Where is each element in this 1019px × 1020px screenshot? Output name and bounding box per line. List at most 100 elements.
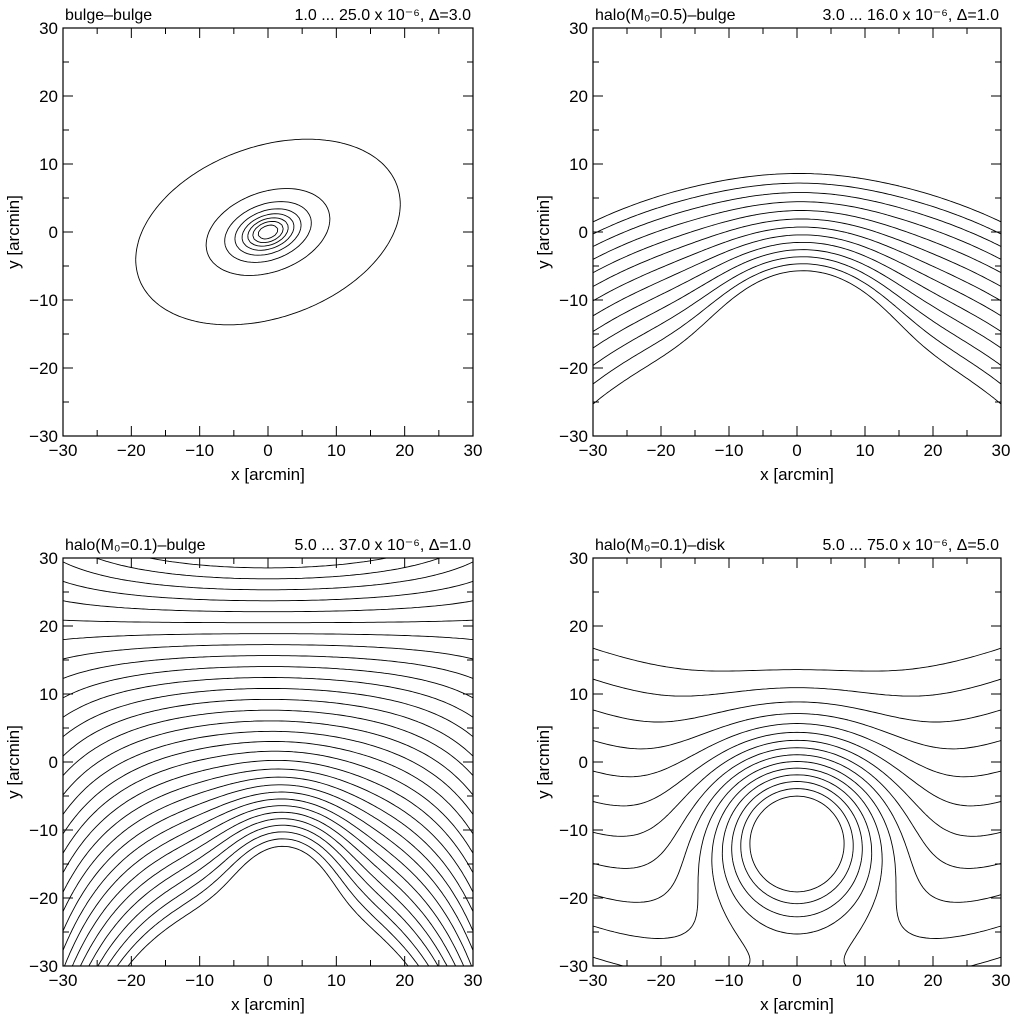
y-tick-label: −20 bbox=[559, 889, 588, 908]
x-tick-label: −20 bbox=[117, 971, 146, 990]
contour-level bbox=[63, 720, 473, 796]
x-tick-label: −30 bbox=[579, 971, 608, 990]
panel-title: halo(M₀=0.1)–disk bbox=[595, 537, 726, 554]
y-tick-label: 10 bbox=[39, 685, 58, 704]
contour-level bbox=[593, 767, 1001, 966]
contour-level bbox=[63, 600, 473, 613]
contour-level bbox=[721, 774, 873, 935]
y-tick-label: 20 bbox=[569, 617, 588, 636]
contour-level bbox=[63, 709, 473, 776]
contour-level bbox=[593, 182, 1001, 235]
contour-level bbox=[593, 241, 1001, 332]
x-tick-label: −20 bbox=[117, 441, 146, 460]
contour-level bbox=[88, 818, 448, 966]
contour-level bbox=[593, 754, 1001, 903]
y-tick-label: 20 bbox=[39, 87, 58, 106]
contour-lines bbox=[63, 558, 473, 966]
x-tick-label: −30 bbox=[49, 971, 78, 990]
panel-contour-range: 3.0 ... 16.0 x 10⁻⁶, Δ=1.0 bbox=[823, 7, 1000, 24]
panel-4: −30 −20 −10 0 10 20 30 −30 −20 −10 0 10 20 30 x [arcmi… bbox=[534, 537, 1010, 1014]
x-axis-label: x [arcmin] bbox=[760, 995, 834, 1014]
contour-level bbox=[731, 781, 863, 918]
contour-level bbox=[106, 831, 430, 966]
x-tick-label: 30 bbox=[464, 971, 483, 990]
contour-level bbox=[593, 249, 1001, 349]
y-tick-label: −30 bbox=[559, 427, 588, 446]
panel-contour-range: 5.0 ... 37.0 x 10⁻⁶, Δ=1.0 bbox=[295, 537, 472, 554]
x-tick-label: 30 bbox=[464, 441, 483, 460]
plot-frame bbox=[592, 557, 1002, 967]
contour-level bbox=[593, 723, 1001, 778]
x-tick-label: 20 bbox=[924, 971, 943, 990]
panel-title: bulge–bulge bbox=[65, 7, 152, 24]
contour-level bbox=[593, 678, 1001, 697]
x-tick-label: 20 bbox=[395, 971, 414, 990]
x-tick-label: 10 bbox=[856, 441, 875, 460]
y-tick-label: 10 bbox=[569, 685, 588, 704]
x-tick-label: −10 bbox=[185, 441, 214, 460]
contour-lines bbox=[593, 173, 1001, 405]
y-axis-label: y [arcmin] bbox=[4, 725, 23, 799]
panel-2: −30 −20 −10 0 10 20 30 −30 −20 −10 0 10 20 30 x [arcmi… bbox=[534, 7, 1010, 484]
contour-level bbox=[97, 824, 439, 966]
x-tick-label: 10 bbox=[327, 441, 346, 460]
contour-level bbox=[63, 655, 473, 679]
y-tick-label: 20 bbox=[569, 87, 588, 106]
y-axis-label: y [arcmin] bbox=[4, 195, 23, 269]
x-tick-label: 0 bbox=[263, 441, 272, 460]
panel-contour-range: 5.0 ... 75.0 x 10⁻⁶, Δ=5.0 bbox=[823, 537, 1000, 554]
y-axis-label: y [arcmin] bbox=[534, 725, 553, 799]
plot-frame bbox=[62, 27, 474, 437]
contour-level bbox=[593, 747, 1001, 869]
plot-frame bbox=[62, 557, 474, 967]
contour-level bbox=[63, 730, 473, 815]
y-tick-label: 10 bbox=[39, 155, 58, 174]
contour-level bbox=[64, 798, 472, 966]
y-tick-label: 0 bbox=[579, 753, 588, 772]
contour-level bbox=[593, 739, 1001, 837]
y-axis-label: y [arcmin] bbox=[534, 195, 553, 269]
x-axis-label: x [arcmin] bbox=[231, 465, 305, 484]
contour-level-dashed bbox=[593, 713, 1001, 750]
contour-level bbox=[63, 677, 473, 718]
panel-contour-range: 1.0 ... 25.0 x 10⁻⁶, Δ=3.0 bbox=[295, 7, 472, 24]
contour-level bbox=[127, 845, 409, 966]
panel-title: halo(M₀=0.5)–bulge bbox=[595, 7, 736, 24]
contour-level bbox=[149, 558, 387, 569]
x-tick-label: 0 bbox=[792, 971, 801, 990]
x-tick-label: −30 bbox=[49, 441, 78, 460]
contour-level bbox=[63, 644, 473, 660]
y-tick-label: 0 bbox=[49, 753, 58, 772]
x-tick-label: −30 bbox=[579, 441, 608, 460]
y-tick-label: −30 bbox=[559, 957, 588, 976]
y-tick-label: −10 bbox=[559, 291, 588, 310]
y-tick-label: −30 bbox=[29, 427, 58, 446]
x-tick-label: 30 bbox=[992, 971, 1011, 990]
panel-title: halo(M₀=0.1)–bulge bbox=[65, 537, 206, 554]
contour-level bbox=[116, 838, 420, 966]
contour-level bbox=[252, 220, 284, 244]
x-tick-label: −10 bbox=[715, 971, 744, 990]
contour-level bbox=[257, 224, 279, 240]
contour-level bbox=[63, 580, 473, 602]
x-tick-label: 10 bbox=[856, 971, 875, 990]
y-tick-label: 10 bbox=[569, 155, 588, 174]
y-tick-label: 30 bbox=[569, 549, 588, 568]
x-tick-label: −10 bbox=[715, 441, 744, 460]
contour-level bbox=[135, 138, 401, 326]
contour-level bbox=[63, 561, 473, 591]
x-tick-label: 20 bbox=[924, 441, 943, 460]
contour-level bbox=[593, 173, 1001, 223]
x-tick-label: 0 bbox=[263, 971, 272, 990]
y-tick-label: 30 bbox=[39, 19, 58, 38]
contour-lines bbox=[135, 138, 401, 326]
x-tick-label: 10 bbox=[327, 971, 346, 990]
contour-level bbox=[593, 761, 1001, 939]
contour-level bbox=[593, 192, 1001, 247]
contour-lines bbox=[593, 647, 1001, 966]
contour-level bbox=[241, 213, 295, 251]
x-tick-label: −10 bbox=[185, 971, 214, 990]
contour-level bbox=[95, 558, 441, 580]
contour-level bbox=[63, 688, 473, 738]
